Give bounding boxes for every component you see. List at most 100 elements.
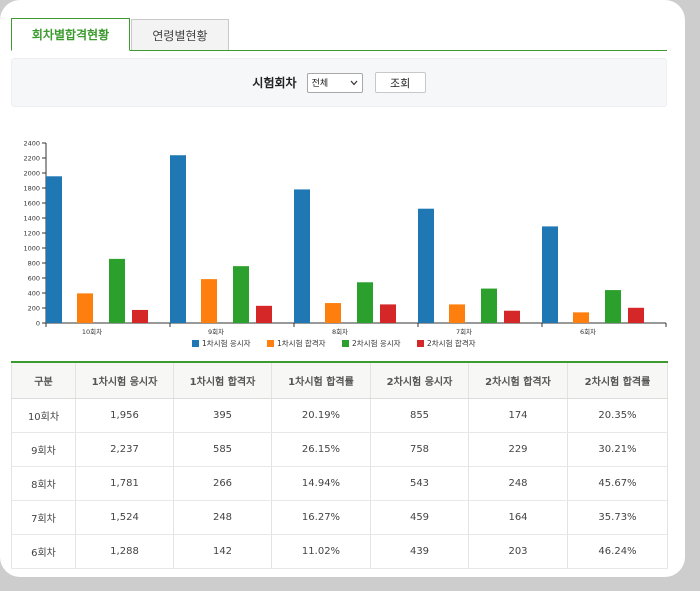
table-cell: 459 bbox=[370, 500, 469, 536]
table-cell: 758 bbox=[370, 432, 469, 467]
table-cell: 1,781 bbox=[75, 466, 174, 502]
table-cell: 142 bbox=[173, 534, 272, 570]
table-cell: 20.35% bbox=[567, 398, 668, 433]
table-cell: 174 bbox=[468, 398, 568, 433]
legend-label: 1차시험 응시자 bbox=[202, 339, 251, 348]
table-cell: 6회차 bbox=[11, 534, 76, 570]
table-cell: 855 bbox=[370, 398, 469, 433]
table-cell: 203 bbox=[468, 534, 568, 570]
bar bbox=[628, 307, 644, 323]
exam-round-select[interactable]: 전체 bbox=[306, 72, 363, 93]
table-cell: 248 bbox=[468, 466, 568, 502]
bar-chart: 0 200 400 600 800 1000 1200 1400 1600 1800 2000 220… bbox=[11, 133, 671, 358]
bar bbox=[418, 208, 434, 323]
table-cell: 16.27% bbox=[271, 500, 371, 536]
x-tick-label: 10회차 bbox=[82, 327, 102, 336]
y-tick-label: 800 bbox=[28, 260, 40, 268]
bar bbox=[481, 288, 497, 323]
bar bbox=[449, 304, 465, 323]
results-table-container: 구분 1차시험 응시자 1차시험 합격자 1차시험 합격률 2차시험 응시자 2… bbox=[11, 361, 668, 570]
legend-label: 1차시험 합격자 bbox=[277, 338, 326, 348]
header-first-pass-rate: 1차시험 합격률 bbox=[271, 361, 371, 399]
table-cell: 543 bbox=[370, 466, 469, 502]
x-tick-label: 7회차 bbox=[456, 327, 472, 336]
table-cell: 164 bbox=[468, 500, 568, 536]
header-second-applicants: 2차시험 응시자 bbox=[370, 361, 469, 399]
header-category: 구분 bbox=[11, 361, 76, 399]
table-header-row: 구분 1차시험 응시자 1차시험 합격자 1차시험 합격률 2차시험 응시자 2… bbox=[11, 361, 668, 399]
header-second-passers: 2차시험 합격자 bbox=[468, 361, 568, 399]
y-tick-label: 2400 bbox=[23, 140, 40, 148]
bar bbox=[380, 304, 396, 323]
y-tick-label: 600 bbox=[28, 275, 40, 283]
bar bbox=[77, 293, 93, 323]
tab-round-pass-status[interactable]: 회차별합격현황 bbox=[11, 18, 130, 51]
y-tick-label: 200 bbox=[28, 305, 40, 313]
table-row: 9회차 2,237 585 26.15% 758 229 30.21% bbox=[11, 432, 668, 467]
table-row: 10회차 1,956 395 20.19% 855 174 20.35% bbox=[11, 398, 668, 433]
filter-panel: 시험회차 전체 조회 bbox=[11, 58, 667, 107]
y-tick-label: 400 bbox=[28, 290, 40, 298]
y-tick-label: 1400 bbox=[23, 215, 40, 223]
bar bbox=[605, 290, 621, 323]
table-cell: 9회차 bbox=[11, 432, 76, 467]
table-cell: 10회차 bbox=[11, 398, 76, 433]
table-cell: 30.21% bbox=[567, 432, 668, 467]
chevron-down-icon bbox=[350, 80, 358, 85]
table-cell: 8회차 bbox=[11, 466, 76, 502]
x-tick-label: 6회차 bbox=[580, 327, 596, 336]
table-cell: 1,956 bbox=[75, 398, 174, 433]
legend-swatch bbox=[342, 340, 349, 347]
chart-svg: 0 200 400 600 800 1000 1200 1400 1600 1800 2000 220… bbox=[23, 140, 667, 348]
legend-swatch bbox=[417, 340, 424, 347]
tab-bar: 회차별합격현황 연령별현황 bbox=[11, 18, 667, 51]
exam-round-select-value: 전체 bbox=[311, 79, 329, 89]
y-tick-label: 1000 bbox=[23, 245, 40, 253]
table-row: 8회차 1,781 266 14.94% 543 248 45.67% bbox=[11, 466, 668, 502]
bar bbox=[325, 303, 341, 323]
table-row: 6회차 1,288 142 11.02% 439 203 46.24% bbox=[11, 534, 668, 570]
header-first-passers: 1차시험 합격자 bbox=[173, 361, 272, 399]
bar bbox=[201, 279, 217, 323]
legend-swatch bbox=[192, 340, 199, 347]
bar bbox=[109, 258, 125, 323]
results-table: 구분 1차시험 응시자 1차시험 합격자 1차시험 합격률 2차시험 응시자 2… bbox=[11, 361, 668, 570]
bar bbox=[573, 312, 589, 323]
table-cell: 14.94% bbox=[271, 466, 371, 502]
x-tick-label: 8회차 bbox=[332, 327, 348, 336]
table-cell: 35.73% bbox=[567, 500, 668, 536]
table-cell: 7회차 bbox=[11, 500, 76, 536]
bar bbox=[170, 155, 186, 323]
bar bbox=[357, 282, 373, 323]
x-tick-label: 9회차 bbox=[208, 327, 224, 336]
table-cell: 1,524 bbox=[75, 500, 174, 536]
legend-swatch bbox=[267, 340, 274, 347]
header-second-pass-rate: 2차시험 합격률 bbox=[567, 361, 668, 399]
table-cell: 45.67% bbox=[567, 466, 668, 502]
table-cell: 1,288 bbox=[75, 534, 174, 570]
table-cell: 585 bbox=[173, 432, 272, 467]
bar bbox=[132, 309, 148, 323]
y-tick-label: 0 bbox=[36, 320, 40, 328]
header-first-applicants: 1차시험 응시자 bbox=[75, 361, 174, 399]
y-tick-label: 2200 bbox=[23, 155, 40, 163]
search-button[interactable]: 조회 bbox=[374, 72, 426, 93]
y-tick-label: 1800 bbox=[23, 185, 40, 193]
table-cell: 248 bbox=[173, 500, 272, 536]
y-tick-label: 1200 bbox=[23, 230, 40, 238]
bar bbox=[233, 266, 249, 323]
table-cell: 46.24% bbox=[567, 534, 668, 570]
bar bbox=[542, 226, 558, 323]
table-cell: 439 bbox=[370, 534, 469, 570]
y-tick-label: 2000 bbox=[23, 170, 40, 178]
table-row: 7회차 1,524 248 16.27% 459 164 35.73% bbox=[11, 500, 668, 536]
legend-label: 2차시험 합격자 bbox=[427, 338, 476, 348]
exam-round-label: 시험회차 bbox=[252, 76, 297, 90]
table-cell: 2,237 bbox=[75, 432, 174, 467]
legend-label: 2차시험 응시자 bbox=[352, 339, 401, 348]
content-card: 회차별합격현황 연령별현황 시험회차 전체 조회 0 200 400 600 800 10… bbox=[0, 0, 685, 577]
table-cell: 26.15% bbox=[271, 432, 371, 467]
bar bbox=[504, 310, 520, 323]
bar bbox=[294, 189, 310, 323]
tab-age-status[interactable]: 연령별현황 bbox=[131, 19, 229, 50]
